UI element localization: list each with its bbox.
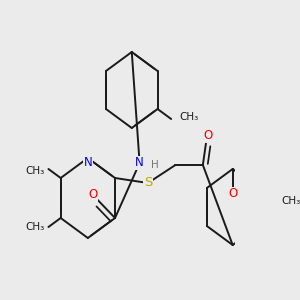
Text: N: N	[83, 155, 92, 169]
Text: S: S	[144, 176, 152, 190]
Text: N: N	[135, 157, 144, 169]
Text: O: O	[228, 188, 237, 200]
Text: CH₃: CH₃	[25, 222, 44, 232]
Text: CH₃: CH₃	[179, 112, 198, 122]
Text: O: O	[88, 188, 98, 202]
Text: CH₃: CH₃	[25, 166, 44, 176]
Text: O: O	[203, 130, 212, 142]
Text: H: H	[151, 160, 158, 170]
Text: CH₃: CH₃	[281, 196, 300, 206]
